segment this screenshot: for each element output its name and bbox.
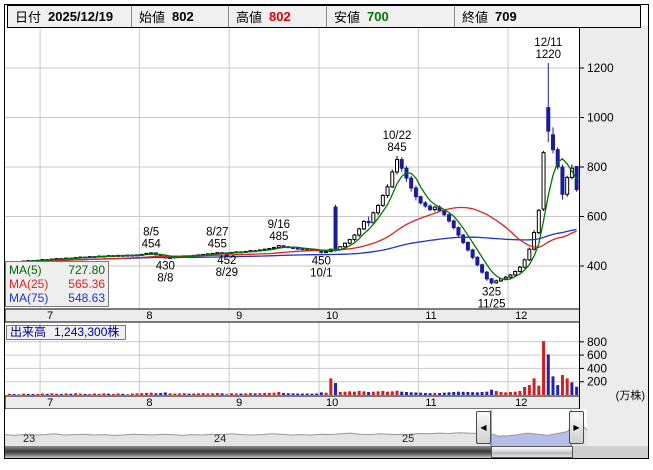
scroll-right-button[interactable]: ▶ xyxy=(569,411,584,444)
svg-text:800: 800 xyxy=(587,335,607,349)
quote-open: 始値 802 xyxy=(132,6,229,27)
gridlines xyxy=(5,26,579,395)
svg-text:24: 24 xyxy=(214,433,226,445)
volume-label: 出来高 1,243,300株 xyxy=(6,325,126,340)
svg-text:10: 10 xyxy=(326,310,338,322)
quote-open-label: 始値 xyxy=(139,10,166,25)
quote-date-label: 日付 xyxy=(15,10,42,25)
quote-low-label: 安値 xyxy=(334,10,361,25)
svg-text:12: 12 xyxy=(515,397,527,409)
quote-date: 日付 2025/12/19 xyxy=(8,6,132,27)
left-arrow-icon: ◀ xyxy=(480,423,487,432)
svg-text:10/1: 10/1 xyxy=(310,268,332,280)
navigator-area xyxy=(5,420,587,446)
svg-text:8: 8 xyxy=(146,397,152,409)
svg-text:450: 450 xyxy=(312,256,331,268)
axis-column xyxy=(580,26,648,409)
scrollbar-track-rest[interactable] xyxy=(573,446,648,458)
svg-text:23: 23 xyxy=(23,433,35,445)
svg-text:452: 452 xyxy=(217,255,236,267)
svg-text:485: 485 xyxy=(269,231,288,243)
ma5-line xyxy=(9,158,578,281)
quote-header: 日付 2025/12/19 始値 802 高値 802 安値 700 終値 70… xyxy=(7,5,641,28)
chart-canvas[interactable]: 40060080010001200200400600800(万株)7788991… xyxy=(5,5,648,458)
svg-text:11: 11 xyxy=(425,310,436,322)
svg-text:800: 800 xyxy=(587,160,607,174)
month-labels: 7 7 8 8 9 9 10 10 11 11 12 12 xyxy=(47,310,527,409)
quote-low: 安値 700 xyxy=(327,6,455,27)
quote-date-value: 2025/12/19 xyxy=(48,9,114,24)
svg-text:9: 9 xyxy=(236,310,242,322)
svg-text:7: 7 xyxy=(47,397,53,409)
svg-text:845: 845 xyxy=(387,142,406,154)
svg-text:12/11: 12/11 xyxy=(534,37,562,49)
svg-text:11: 11 xyxy=(425,397,436,409)
right-arrow-icon: ▶ xyxy=(573,423,580,432)
svg-text:12: 12 xyxy=(515,310,527,322)
svg-text:1000: 1000 xyxy=(587,111,614,125)
svg-text:8/5: 8/5 xyxy=(143,227,159,239)
ma25-row: MA(25) 565.36 xyxy=(9,277,105,291)
ma25-line xyxy=(9,206,577,263)
svg-text:25: 25 xyxy=(402,433,414,445)
svg-text:325: 325 xyxy=(482,287,501,299)
scrollbar-thumb[interactable] xyxy=(491,446,573,458)
svg-text:8/27: 8/27 xyxy=(206,226,228,238)
svg-text:600: 600 xyxy=(587,348,607,362)
quote-close: 終値 709 xyxy=(455,6,640,27)
quote-close-value: 709 xyxy=(495,9,517,24)
ma25-value: 565.36 xyxy=(68,277,105,291)
ma5-label: MA(5) xyxy=(9,263,42,277)
svg-text:430: 430 xyxy=(156,261,175,273)
svg-text:455: 455 xyxy=(208,238,227,250)
svg-text:10/22: 10/22 xyxy=(383,130,412,142)
stock-chart-window: 400 600 800 1000 1200 200 400 600 800 (万株) 7 7 8 8 9 9 1… xyxy=(4,4,649,459)
svg-text:7: 7 xyxy=(47,310,53,322)
svg-text:8/29: 8/29 xyxy=(216,267,238,279)
quote-close-label: 終値 xyxy=(462,10,489,25)
quote-low-value: 700 xyxy=(367,9,389,24)
navigator-selected-area xyxy=(491,427,571,446)
svg-text:9: 9 xyxy=(236,397,242,409)
svg-text:(万株): (万株) xyxy=(616,388,645,402)
scroll-left-button[interactable]: ◀ xyxy=(476,411,491,444)
ma75-label: MA(75) xyxy=(9,291,49,305)
volume-bars xyxy=(7,341,579,395)
svg-text:600: 600 xyxy=(587,210,607,224)
svg-text:10: 10 xyxy=(326,397,338,409)
volume-label-prefix: 出来高 xyxy=(10,325,47,339)
svg-text:400: 400 xyxy=(587,361,607,375)
navigator-year-labels: 23 24 25 xyxy=(23,433,414,445)
quote-high: 高値 802 xyxy=(229,6,327,27)
ma75-row: MA(75) 548.63 xyxy=(9,291,105,305)
svg-text:400: 400 xyxy=(587,259,607,273)
scrollbar-groove[interactable] xyxy=(5,446,491,458)
volume-label-value: 1,243,300株 xyxy=(54,325,120,339)
svg-text:200: 200 xyxy=(587,375,607,389)
ma-legend: MA(5) 727.80 MA(25) 565.36 MA(75) 548.63 xyxy=(5,261,109,307)
quote-high-value: 802 xyxy=(269,9,291,24)
ma5-value: 727.80 xyxy=(68,263,105,277)
svg-text:1200: 1200 xyxy=(587,61,614,75)
ma5-row: MA(5) 727.80 xyxy=(9,263,105,277)
ma25-label: MA(25) xyxy=(9,277,49,291)
ma75-value: 548.63 xyxy=(68,291,105,305)
svg-text:9/16: 9/16 xyxy=(268,219,290,231)
svg-text:454: 454 xyxy=(142,239,162,251)
svg-text:11/25: 11/25 xyxy=(478,299,506,311)
svg-text:8/8: 8/8 xyxy=(157,273,173,285)
svg-text:1220: 1220 xyxy=(535,49,561,61)
quote-high-label: 高値 xyxy=(236,10,263,25)
svg-text:8: 8 xyxy=(146,310,152,322)
quote-open-value: 802 xyxy=(172,9,194,24)
